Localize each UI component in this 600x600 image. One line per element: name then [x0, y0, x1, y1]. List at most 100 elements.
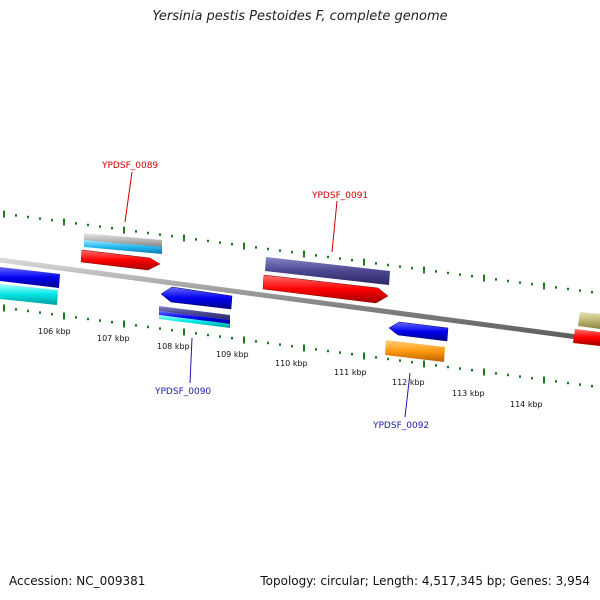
major-tick — [303, 344, 305, 352]
minor-tick — [171, 234, 173, 238]
minor-tick — [231, 242, 233, 246]
ruler-label: 109 kbp — [216, 350, 249, 359]
major-tick — [243, 242, 245, 250]
gene-feature-grey[interactable] — [84, 233, 162, 248]
minor-tick — [99, 319, 101, 322]
gene-stripe-slate[interactable] — [159, 306, 230, 320]
minor-tick — [411, 360, 413, 364]
minor-tick — [147, 231, 149, 235]
major-tick — [183, 328, 185, 336]
gene-slate[interactable] — [265, 257, 390, 285]
minor-tick — [579, 383, 581, 386]
minor-tick — [27, 215, 29, 219]
minor-tick — [75, 222, 77, 225]
gene-label-ypdsf-0092: YPDSF_0092 — [372, 421, 429, 431]
minor-tick — [39, 311, 41, 314]
gene-right-olive[interactable] — [578, 312, 600, 329]
gene-ypdsf-0091[interactable] — [262, 274, 389, 304]
genome-backbone — [0, 257, 600, 343]
gene-ypdsf-0089[interactable] — [80, 249, 161, 271]
minor-tick — [327, 255, 329, 259]
minor-tick — [471, 368, 473, 372]
ruler-label: 108 kbp — [157, 342, 190, 351]
minor-tick — [315, 254, 317, 257]
minor-tick — [411, 266, 413, 270]
ruler-label: 111 kbp — [334, 368, 367, 377]
minor-tick — [15, 214, 17, 217]
minor-tick — [507, 373, 509, 377]
major-tick — [423, 266, 425, 274]
minor-tick — [267, 247, 269, 251]
minor-tick — [375, 356, 377, 359]
minor-tick — [195, 238, 197, 241]
major-tick — [303, 250, 305, 258]
gene-label-ypdsf-0091: YPDSF_0091 — [311, 191, 368, 201]
minor-tick — [579, 289, 581, 292]
major-tick — [3, 210, 5, 218]
gene-ypdsf-0092-arrow[interactable] — [388, 321, 449, 342]
ruler-label: 106 kbp — [38, 327, 71, 336]
minor-tick — [267, 341, 269, 345]
minor-tick — [279, 249, 281, 252]
minor-tick — [567, 381, 569, 385]
major-tick — [63, 218, 65, 226]
map-title: Yersinia pestis Pestoides F, complete ge… — [152, 9, 448, 24]
minor-tick — [291, 250, 293, 254]
minor-tick — [111, 226, 113, 230]
minor-tick — [195, 332, 197, 335]
gene-left-cyan[interactable] — [0, 284, 58, 305]
minor-tick — [459, 367, 461, 370]
minor-tick — [135, 230, 137, 233]
minor-tick — [111, 320, 113, 324]
minor-tick — [51, 218, 53, 222]
forward-strand-features — [0, 233, 600, 346]
gene-left-blue[interactable] — [0, 267, 60, 288]
ruler-label: 113 kbp — [452, 389, 485, 398]
minor-tick — [15, 308, 17, 311]
minor-tick — [51, 312, 53, 316]
ruler-label: 110 kbp — [275, 359, 308, 368]
minor-tick — [519, 281, 521, 284]
gene-ypdsf-0090[interactable] — [160, 286, 233, 310]
minor-tick — [507, 279, 509, 283]
major-tick — [183, 234, 185, 242]
minor-tick — [387, 263, 389, 267]
minor-tick — [327, 349, 329, 353]
minor-tick — [351, 352, 353, 356]
gene-stripe-blue[interactable] — [159, 311, 230, 324]
tick-marks — [3, 210, 593, 388]
gene-orange[interactable] — [385, 340, 445, 362]
minor-tick — [399, 359, 401, 362]
minor-tick — [495, 278, 497, 281]
gene-label-ypdsf-0090: YPDSF_0090 — [154, 387, 211, 397]
minor-tick — [531, 376, 533, 380]
minor-tick — [87, 223, 89, 227]
reverse-strand-features — [159, 286, 449, 362]
gene-feature-sky[interactable] — [84, 240, 162, 254]
minor-tick — [375, 262, 377, 265]
gene-stripe-cyan[interactable] — [159, 315, 230, 328]
major-tick — [543, 282, 545, 290]
minor-tick — [87, 317, 89, 321]
minor-tick — [567, 287, 569, 291]
minor-tick — [591, 384, 593, 388]
minor-tick — [399, 265, 401, 268]
major-tick — [63, 312, 65, 320]
minor-tick — [207, 333, 209, 337]
minor-tick — [171, 328, 173, 332]
minor-tick — [207, 239, 209, 243]
ruler-labels: 106 kbp 107 kbp 108 kbp 109 kbp 110 kbp 111 k… — [38, 327, 543, 409]
minor-tick — [39, 217, 41, 220]
minor-tick — [147, 325, 149, 329]
minor-tick — [255, 246, 257, 249]
minor-tick — [351, 258, 353, 262]
minor-tick — [339, 257, 341, 260]
minor-tick — [495, 372, 497, 375]
gene-right-red[interactable] — [573, 329, 600, 346]
ruler-label: 114 kbp — [510, 400, 543, 409]
major-tick — [123, 226, 125, 234]
minor-tick — [447, 365, 449, 369]
genome-stats-text: Topology: circular; Length: 4,517,345 bp… — [260, 574, 590, 588]
